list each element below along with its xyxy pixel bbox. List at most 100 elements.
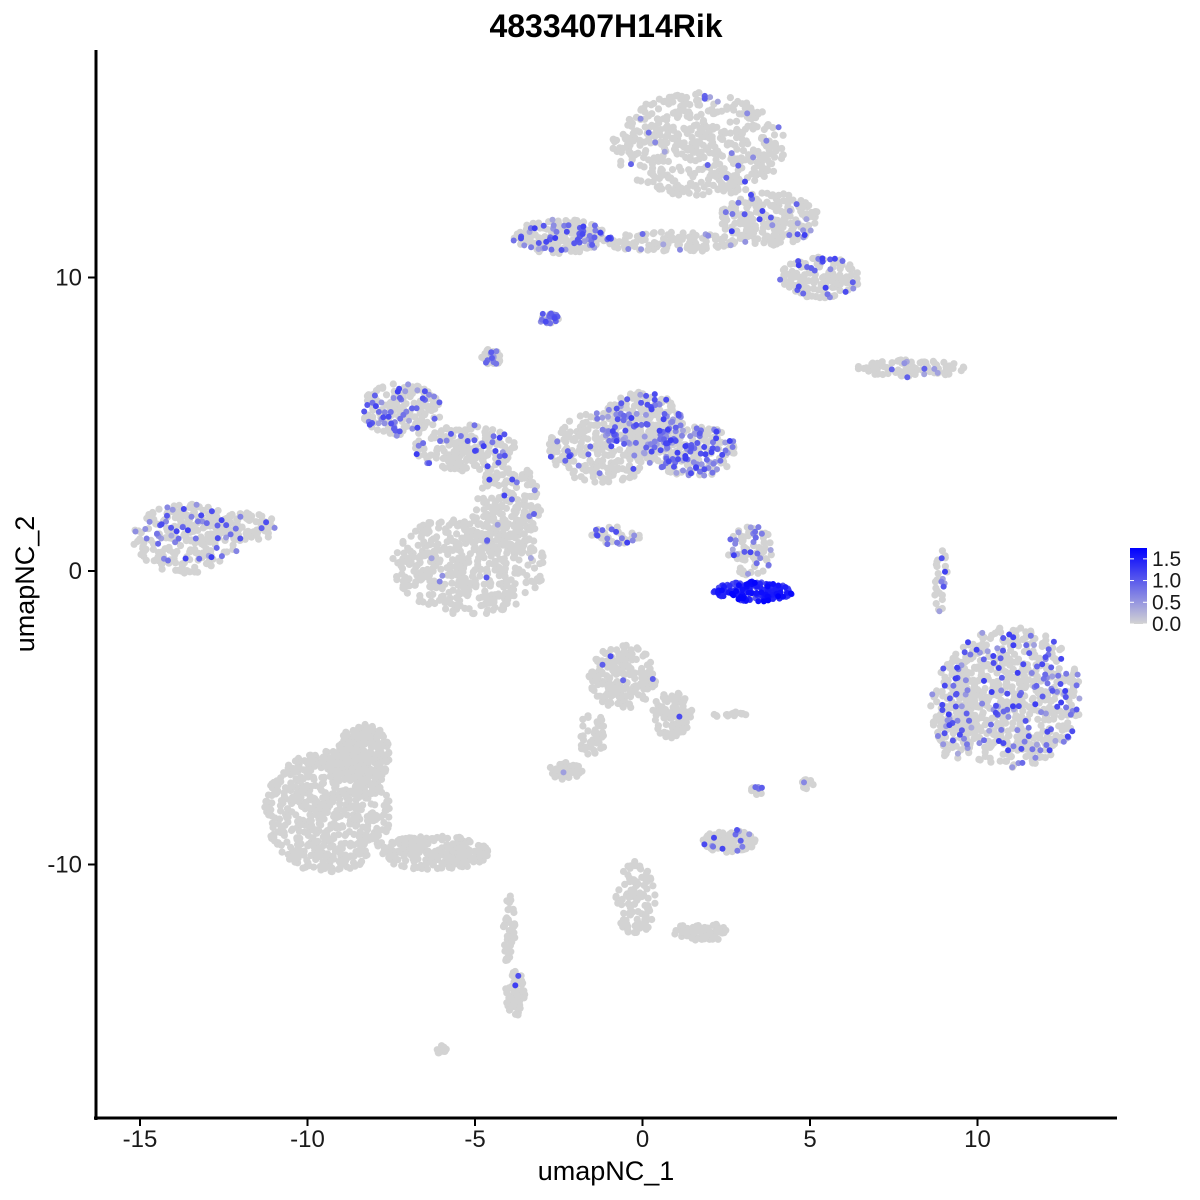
cell-point — [777, 154, 786, 163]
cell-point — [529, 519, 537, 528]
cell-point — [763, 189, 771, 197]
cell-point — [718, 135, 726, 143]
cell-point — [346, 744, 354, 753]
cell-point — [178, 512, 186, 520]
cell-point — [287, 826, 296, 835]
cell-point — [371, 774, 379, 783]
cell-point — [726, 129, 735, 137]
cell-point — [308, 758, 316, 767]
cell-point — [382, 391, 391, 399]
cell-point — [483, 519, 491, 528]
cell-point — [626, 473, 634, 482]
cell-point — [339, 787, 347, 795]
cell-point — [503, 599, 511, 608]
cell-point — [679, 728, 687, 736]
cell-point — [630, 128, 639, 136]
cell-point — [941, 368, 950, 376]
cell-point — [759, 567, 767, 575]
cell-point — [429, 535, 437, 543]
cell-point — [573, 772, 581, 780]
cell-point — [362, 791, 370, 799]
cell-point — [429, 432, 437, 440]
cell-point — [590, 746, 598, 755]
cell-point — [367, 738, 375, 746]
cell-point — [693, 97, 701, 105]
cell-point — [636, 161, 644, 169]
cell-point — [422, 566, 430, 575]
cell-point — [771, 229, 779, 237]
cell-point — [578, 745, 586, 753]
cell-point — [509, 586, 518, 594]
cell-point — [372, 387, 380, 395]
cell-point — [500, 480, 508, 488]
cell-point — [515, 556, 523, 564]
cell-point — [730, 172, 738, 180]
cell-point — [255, 511, 263, 519]
cell-point — [461, 426, 469, 434]
cell-point — [400, 549, 408, 557]
cell-point — [609, 144, 617, 152]
cell-point — [426, 519, 435, 527]
cell-point — [854, 363, 863, 371]
cell-point — [726, 94, 735, 102]
cell-point — [137, 550, 145, 559]
cell-point — [693, 113, 701, 121]
cell-point — [651, 716, 660, 724]
cell-point — [399, 537, 407, 546]
cell-point — [456, 597, 464, 605]
cell-point — [429, 399, 438, 407]
cell-point — [361, 847, 369, 855]
cell-point — [320, 775, 328, 783]
cell-point — [562, 235, 570, 244]
cell-point — [479, 458, 487, 466]
cell-point — [329, 748, 337, 756]
cell-point — [436, 556, 444, 564]
cell-point — [934, 570, 942, 578]
cell-point — [778, 144, 786, 153]
cell-point — [709, 110, 717, 118]
cell-point — [688, 234, 696, 242]
cell-point — [736, 156, 744, 164]
cell-point — [307, 816, 315, 825]
cell-point — [453, 530, 461, 538]
cell-point — [498, 501, 506, 509]
cell-point — [270, 778, 278, 787]
cell-point — [486, 579, 494, 587]
cell-point — [209, 513, 217, 521]
cell-point — [670, 145, 679, 153]
cell-point — [1017, 624, 1025, 632]
cell-point — [650, 154, 658, 162]
cell-point — [421, 410, 429, 418]
cell-point — [655, 95, 664, 103]
cell-point — [770, 131, 779, 139]
cell-point — [351, 862, 359, 870]
cell-point — [870, 366, 878, 374]
cell-point — [645, 427, 653, 435]
cell-point — [880, 362, 888, 371]
cell-point — [500, 555, 508, 563]
cell-point — [668, 692, 676, 700]
cell-point — [518, 549, 526, 557]
cell-point — [730, 106, 738, 114]
cell-point — [733, 177, 741, 185]
cell-point — [723, 463, 731, 471]
cell-point — [353, 848, 361, 856]
cell-point — [271, 837, 279, 845]
cell-point — [501, 565, 509, 573]
cell-point — [633, 232, 642, 240]
cell-point — [357, 806, 365, 814]
cell-point — [502, 496, 510, 504]
cell-point — [456, 590, 464, 598]
cell-point — [830, 273, 838, 281]
cell-point — [743, 99, 751, 107]
cell-point — [379, 384, 387, 392]
cell-point — [660, 714, 668, 722]
cell-point — [741, 156, 749, 164]
cell-point — [582, 467, 590, 475]
cell-point — [261, 803, 269, 811]
cell-point — [713, 160, 721, 168]
cell-point — [658, 166, 666, 174]
cell-point — [142, 556, 150, 564]
cell-point — [1009, 719, 1017, 727]
cell-point — [444, 529, 452, 537]
